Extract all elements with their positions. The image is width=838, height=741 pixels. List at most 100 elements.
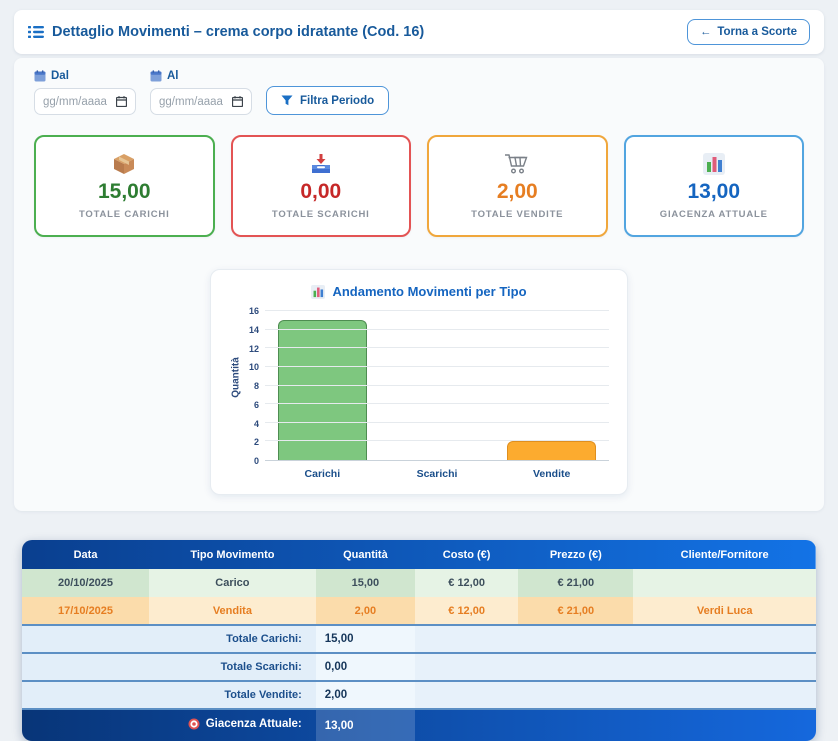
cell-tipo: Vendita (149, 597, 316, 625)
column-header-tipo-movimento: Tipo Movimento (149, 540, 316, 569)
total-vendite-row: Totale Vendite: 2,00 (22, 681, 816, 709)
y-tick-label: 10 (249, 362, 259, 372)
column-header-costo: Costo (€) (415, 540, 518, 569)
bar-band (265, 311, 380, 460)
totale-scarichi-value: 0,00 (300, 180, 341, 204)
total-carichi-row: Totale Carichi: 15,00 (22, 625, 816, 653)
cell-costo: € 12,00 (415, 569, 518, 597)
totale-carichi-label: TOTALE CARICHI (79, 209, 170, 220)
column-header-quantita: Quantità (316, 540, 415, 569)
gridline (265, 366, 609, 367)
date-to-input[interactable]: gg/mm/aaaa (150, 88, 252, 115)
cell-cliente: Verdi Luca (633, 597, 816, 625)
back-to-stock-button[interactable]: ← Torna a Scorte (687, 19, 810, 45)
y-tick-label: 4 (254, 419, 259, 429)
table-row-vendita: 17/10/2025 Vendita 2,00 € 12,00 € 21,00 … (22, 597, 816, 625)
bar-band (494, 311, 609, 460)
gridline (265, 385, 609, 386)
date-to-placeholder: gg/mm/aaaa (159, 96, 223, 108)
date-from-placeholder: gg/mm/aaaa (43, 96, 107, 108)
calendar-icon (34, 70, 46, 82)
movements-table: Data Tipo Movimento Quantità Costo (€) P… (22, 540, 816, 741)
y-tick-label: 6 (254, 400, 259, 410)
column-header-cliente-fornitore: Cliente/Fornitore (633, 540, 816, 569)
date-from-input[interactable]: gg/mm/aaaa (34, 88, 136, 115)
bar-chart-icon (703, 153, 725, 175)
gridline (265, 329, 609, 330)
y-tick-label: 2 (254, 437, 259, 447)
card-totale-carichi: 15,00 TOTALE CARICHI (34, 135, 215, 237)
cell-data: 20/10/2025 (22, 569, 149, 597)
giacenza-row-label: Giacenza Attuale: (206, 718, 302, 730)
giacenza-attuale-row: Giacenza Attuale: 13,00 (22, 709, 816, 741)
total-scarichi-label: Totale Scarichi: (22, 653, 316, 681)
target-icon (188, 718, 200, 730)
chart-y-ticks: 0246810121416 (243, 311, 265, 461)
bar-band (380, 311, 495, 460)
cell-tipo: Carico (149, 569, 316, 597)
column-header-prezzo: Prezzo (€) (518, 540, 633, 569)
cell-cliente (633, 569, 816, 597)
totale-carichi-value: 15,00 (98, 180, 151, 204)
total-vendite-label: Totale Vendite: (22, 681, 316, 709)
date-filters: Dal gg/mm/aaaa (24, 68, 814, 115)
bar-chart-icon (311, 285, 325, 299)
total-scarichi-value: 0,00 (316, 653, 415, 681)
filter-button-label: Filtra Periodo (300, 95, 374, 107)
y-tick-label: 0 (254, 456, 259, 466)
table-header-row: Data Tipo Movimento Quantità Costo (€) P… (22, 540, 816, 569)
card-totale-scarichi: 0,00 TOTALE SCARICHI (231, 135, 412, 237)
gridline (265, 422, 609, 423)
filter-period-button[interactable]: Filtra Periodo (266, 86, 389, 115)
giacenza-attuale-value: 13,00 (687, 180, 740, 204)
giacenza-row-label-cell: Giacenza Attuale: (22, 709, 316, 741)
main-panel: Dal gg/mm/aaaa (14, 58, 824, 511)
totale-scarichi-label: TOTALE SCARICHI (272, 209, 370, 220)
total-carichi-value: 15,00 (316, 625, 415, 653)
page-title: Dettaglio Movimenti – crema corpo idrata… (52, 24, 424, 40)
cell-prezzo: € 21,00 (518, 597, 633, 625)
chart-area: Quantità 0246810121416 (229, 311, 609, 461)
stat-cards: 15,00 TOTALE CARICHI 0,00 TOTALE SCARICH… (34, 135, 804, 237)
totale-vendite-label: TOTALE VENDITE (471, 209, 563, 220)
giacenza-attuale-label: GIACENZA ATTUALE (660, 209, 768, 220)
cell-prezzo: € 21,00 (518, 569, 633, 597)
column-header-data: Data (22, 540, 149, 569)
cart-icon (504, 153, 530, 175)
calendar-picker-icon[interactable] (232, 96, 243, 107)
chart-x-labels: CarichiScarichiVendite (265, 468, 609, 480)
page-header: Dettaglio Movimenti – crema corpo idrata… (14, 10, 824, 54)
y-tick-label: 16 (249, 306, 259, 316)
from-label-row: Dal (34, 70, 136, 82)
y-axis-title: Quantità (231, 357, 242, 399)
card-giacenza-attuale: 13,00 GIACENZA ATTUALE (624, 135, 805, 237)
gridline (265, 403, 609, 404)
card-totale-vendite: 2,00 TOTALE VENDITE (427, 135, 608, 237)
total-vendite-value: 2,00 (316, 681, 415, 709)
giacenza-row-value: 13,00 (316, 709, 415, 741)
x-axis-label: Scarichi (380, 468, 495, 480)
calendar-picker-icon[interactable] (116, 96, 127, 107)
chart-title-row: Andamento Movimenti per Tipo (229, 284, 609, 299)
filter-to-group: Al gg/mm/aaaa (150, 70, 252, 115)
cell-data: 17/10/2025 (22, 597, 149, 625)
inbox-icon (309, 153, 333, 175)
gridline (265, 310, 609, 311)
filter-from-group: Dal gg/mm/aaaa (34, 70, 136, 115)
chart-card: Andamento Movimenti per Tipo Quantità 0 2… (210, 269, 628, 495)
back-arrow-icon: ← (700, 26, 712, 38)
cell-quantita: 2,00 (316, 597, 415, 625)
gridline (265, 440, 609, 441)
back-button-label: Torna a Scorte (717, 26, 797, 38)
y-tick-label: 12 (249, 344, 259, 354)
y-tick-label: 14 (249, 325, 259, 335)
from-label: Dal (51, 70, 69, 82)
x-axis-label: Vendite (494, 468, 609, 480)
bar-carichi (278, 320, 367, 460)
total-scarichi-row: Totale Scarichi: 0,00 (22, 653, 816, 681)
table-row-carico: 20/10/2025 Carico 15,00 € 12,00 € 21,00 (22, 569, 816, 597)
x-axis-label: Carichi (265, 468, 380, 480)
list-icon (28, 25, 44, 39)
to-label-row: Al (150, 70, 252, 82)
package-icon (112, 153, 136, 175)
